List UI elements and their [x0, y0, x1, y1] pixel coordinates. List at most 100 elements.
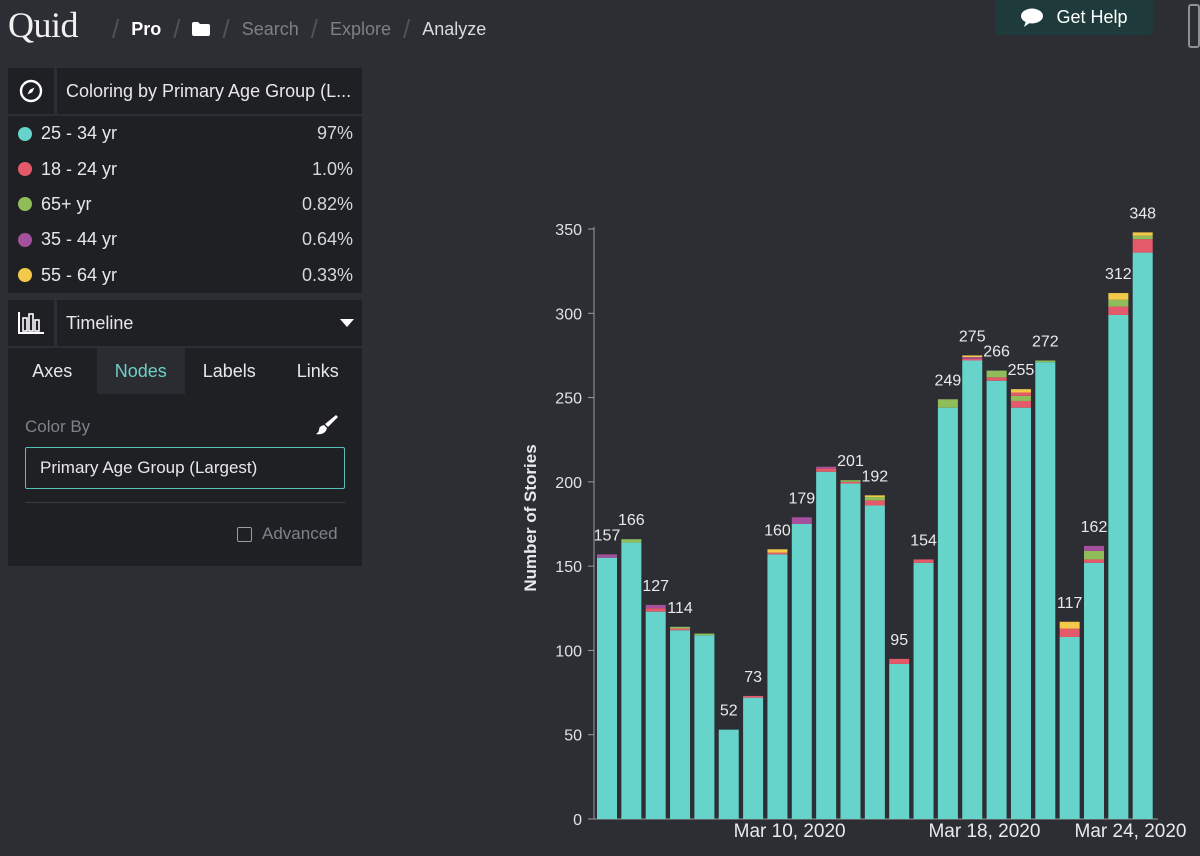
legend-percentage: 0.82% — [301, 193, 353, 214]
legend-percentage: 0.33% — [301, 264, 353, 285]
breadcrumb-separator: / — [403, 13, 411, 44]
bar-segment-25-34 — [1132, 252, 1153, 820]
bar-segment-25-34 — [1035, 362, 1056, 819]
tab-labels[interactable]: Labels — [202, 360, 256, 381]
breadcrumb-separator: / — [112, 13, 120, 44]
caret-down-icon — [340, 319, 354, 327]
y-tick-label: 200 — [555, 475, 582, 492]
advanced-toggle[interactable]: Advanced — [237, 524, 338, 544]
tab-axes[interactable]: Axes — [32, 360, 73, 381]
view-select[interactable]: Timeline — [57, 300, 362, 346]
bar-chart-icon — [18, 312, 44, 334]
bar-value-label: 272 — [1032, 333, 1059, 350]
bar-value-label: 160 — [764, 522, 791, 539]
bar-segment-65+ — [670, 626, 691, 629]
y-tick-label: 50 — [564, 728, 582, 745]
bar-segment-25-34 — [743, 697, 764, 819]
chart-type-button[interactable] — [8, 300, 54, 346]
legend-color-dot — [18, 162, 32, 177]
bar-segment-65+ — [694, 633, 715, 636]
legend-item[interactable]: 18 - 24 yr 1.0% — [18, 151, 353, 186]
bar-value-label: 275 — [959, 328, 986, 345]
bar-segment-35-44 — [1084, 545, 1104, 551]
compass-icon — [19, 79, 43, 103]
bar-segment-25-34 — [621, 542, 642, 819]
legend-percentage: 97% — [316, 123, 353, 144]
bar-value-label: 348 — [1129, 205, 1156, 222]
bar-segment-18-24 — [962, 358, 983, 361]
bar-value-label: 166 — [618, 512, 645, 529]
breadcrumb-search[interactable]: Search — [241, 18, 299, 39]
bar-segment-55-64 — [1132, 232, 1153, 236]
get-help-label: Get Help — [1056, 7, 1128, 27]
tab-nodes[interactable]: Nodes — [96, 348, 185, 394]
bar-segment-25-34 — [937, 407, 958, 819]
bar-segment-18-24 — [743, 695, 764, 698]
bar-value-label: 157 — [594, 527, 621, 544]
bar-segment-25-34 — [962, 360, 983, 819]
coloring-title[interactable]: Coloring by Primary Age Group (L... — [57, 68, 362, 114]
bar-value-label: 117 — [1057, 595, 1083, 612]
legend-label: 35 - 44 yr — [41, 229, 118, 250]
legend-item[interactable]: 65+ yr 0.82% — [18, 187, 353, 222]
bar-segment-65+ — [1035, 360, 1056, 363]
legend-label: 18 - 24 yr — [41, 158, 118, 179]
scrollbar-thumb[interactable] — [1188, 4, 1200, 48]
paint-brush-icon[interactable] — [316, 414, 338, 436]
breadcrumb-explore[interactable]: Explore — [330, 18, 392, 39]
bar-segment-55-64 — [1059, 621, 1080, 629]
compass-button[interactable] — [8, 68, 54, 114]
bar-value-label: 73 — [744, 669, 762, 686]
legend-item[interactable]: 35 - 44 yr 0.64% — [18, 222, 353, 257]
bar-value-label: 127 — [642, 578, 669, 595]
chat-bubble-icon — [1021, 8, 1044, 27]
bar-segment-65+ — [1132, 235, 1153, 240]
tab-links[interactable]: Links — [296, 360, 339, 381]
bar-value-label: 114 — [667, 600, 693, 617]
color-by-select[interactable]: Primary Age Group (Largest) — [25, 447, 345, 489]
y-tick-label: 350 — [555, 222, 582, 239]
bar-segment-25-34 — [597, 557, 617, 819]
bar-segment-65+ — [840, 480, 861, 482]
bar-segment-65+ — [1010, 395, 1031, 401]
bar-segment-25-34 — [645, 611, 666, 819]
legend-color-dot — [18, 232, 32, 247]
quid-logo[interactable]: Quid — [8, 5, 79, 45]
bar-value-label: 249 — [935, 372, 962, 389]
bar-value-label: 162 — [1081, 519, 1108, 536]
bar-segment-18-24 — [767, 552, 788, 555]
y-axis-title: Number of Stories — [521, 444, 540, 591]
bar-segment-18-24 — [840, 481, 861, 484]
bar-segment-18-24 — [1059, 628, 1080, 637]
folder-icon[interactable] — [192, 20, 211, 38]
breadcrumb-pro[interactable]: Pro — [131, 18, 162, 39]
bar-value-label: 154 — [910, 532, 937, 549]
legend-item[interactable]: 25 - 34 yr 97% — [18, 116, 353, 151]
bar-value-label: 266 — [983, 344, 1010, 361]
bar-segment-55-64 — [962, 355, 983, 358]
bar-segment-18-24 — [645, 608, 666, 612]
bar-segment-25-34 — [767, 554, 788, 819]
advanced-checkbox[interactable] — [237, 526, 252, 542]
bar-value-label: 312 — [1105, 266, 1132, 283]
bar-segment-65+ — [986, 370, 1007, 378]
bar-value-label: 179 — [788, 490, 815, 507]
bar-segment-25-34 — [670, 630, 691, 819]
y-tick-label: 250 — [555, 391, 582, 408]
get-help-button[interactable]: Get Help — [995, 0, 1153, 35]
bar-segment-18-24 — [1010, 400, 1031, 408]
bar-segment-65+ — [1108, 299, 1129, 307]
y-tick-label: 300 — [555, 306, 582, 323]
y-tick-label: 150 — [555, 559, 582, 576]
bar-segment-25-34 — [816, 471, 837, 819]
bar-segment-18-24 — [816, 468, 837, 472]
bar-segment-25-34 — [791, 524, 812, 819]
breadcrumb: / Pro / / Search / Explore / Analyze — [100, 13, 487, 44]
legend-item[interactable]: 55 - 64 yr 0.33% — [18, 258, 353, 293]
y-tick-label: 100 — [555, 643, 582, 660]
breadcrumb-analyze[interactable]: Analyze — [422, 18, 487, 39]
bar-value-label: 201 — [837, 453, 864, 470]
view-select-value: Timeline — [66, 312, 134, 333]
bar-segment-18-24 — [864, 500, 885, 506]
